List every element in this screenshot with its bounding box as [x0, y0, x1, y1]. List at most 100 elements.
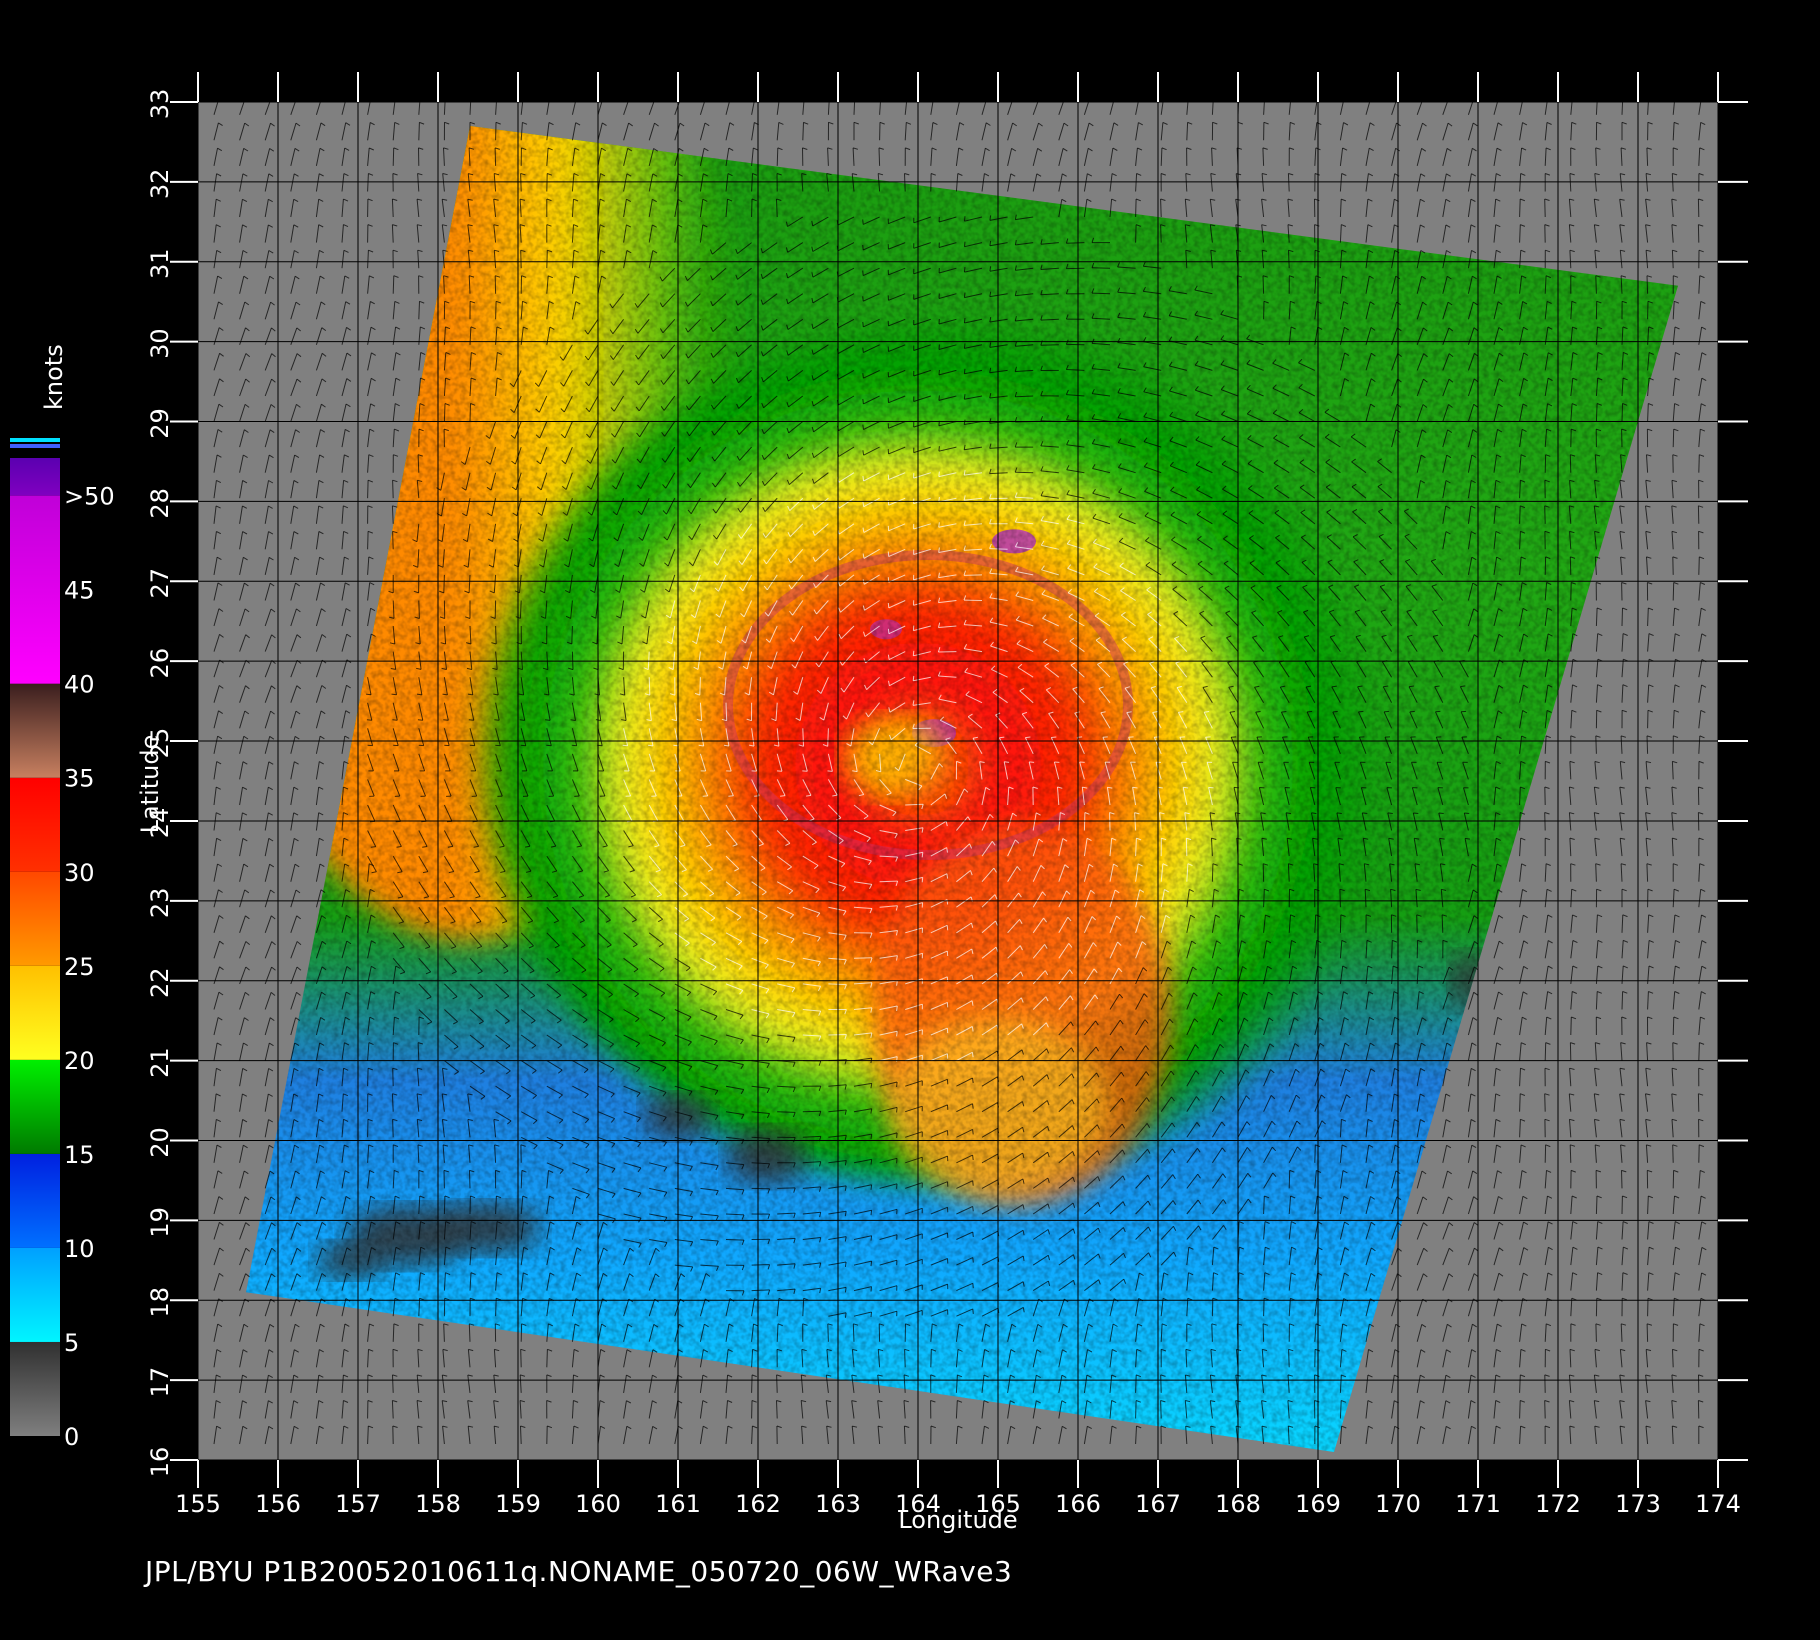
wind-barb — [828, 983, 847, 986]
wind-barb-flag — [477, 970, 483, 974]
wind-barb-flag — [319, 761, 324, 765]
wind-barb-flag — [521, 1169, 527, 1173]
wind-barb-flag — [321, 991, 326, 996]
wind-barb — [290, 660, 298, 678]
wind-barb-flag — [1521, 735, 1527, 739]
wind-barb — [1098, 688, 1111, 704]
wind-barb — [1032, 996, 1047, 1010]
wind-barb — [392, 429, 395, 448]
wind-barb-flag — [761, 454, 765, 460]
wind-barb-flag — [268, 556, 274, 561]
wind-barb-flag — [607, 969, 613, 973]
wind-barb-flag — [1700, 888, 1706, 892]
wind-barb — [1362, 838, 1367, 857]
wind-barb — [315, 736, 321, 754]
wind-barb-flag — [321, 1196, 326, 1200]
wind-barb — [1032, 865, 1042, 882]
wind-barb — [813, 446, 829, 459]
wind-barb — [1119, 541, 1136, 550]
wind-barb — [1698, 403, 1702, 422]
wind-barb-flag — [389, 642, 395, 645]
wind-barb-flag — [1620, 1348, 1626, 1352]
wind-barb-flag — [1014, 467, 1018, 473]
wind-barb — [1379, 561, 1392, 576]
wind-barb — [469, 1221, 472, 1240]
wind-barb-flag — [1370, 1196, 1375, 1200]
wind-barb — [699, 728, 705, 747]
wind-barb-flag — [319, 1042, 325, 1046]
wind-barb-flag — [1547, 633, 1553, 637]
wind-barb-flag — [963, 595, 967, 601]
wind-barb — [648, 677, 651, 696]
wind-barb-flag — [242, 1119, 248, 1123]
wind-barb-flag — [1341, 939, 1347, 943]
wind-barb — [1544, 403, 1548, 422]
wind-barb-flag — [809, 818, 815, 822]
wind-barb — [879, 855, 898, 858]
wind-barb — [367, 991, 372, 1010]
wind-barb — [674, 932, 690, 944]
wind-barb-flag — [490, 616, 496, 619]
wind-barb — [1135, 1272, 1140, 1291]
wind-barb — [725, 1111, 744, 1115]
wind-barb-flag — [1022, 1307, 1025, 1313]
wind-barb-flag — [559, 1144, 564, 1149]
wind-barb-flag — [269, 429, 275, 434]
wind-barb — [1263, 940, 1267, 959]
wind-barb — [1416, 1222, 1424, 1240]
wind-barb-flag — [837, 581, 841, 587]
wind-barb-flag — [243, 556, 248, 561]
wind-barb-flag — [877, 1400, 883, 1403]
wind-barb-flag — [653, 1323, 659, 1328]
wind-barb-flag — [618, 667, 624, 671]
wind-barb — [1647, 377, 1650, 397]
wind-barb — [1519, 531, 1521, 550]
wind-barb-flag — [1447, 1170, 1452, 1175]
wind-barb-flag — [1698, 479, 1704, 483]
wind-barb — [800, 1374, 804, 1393]
wind-barb-flag — [245, 941, 251, 945]
wind-barb-flag — [564, 563, 569, 568]
wind-barb — [623, 1426, 628, 1445]
wind-barb — [1416, 1119, 1421, 1138]
wind-barb — [239, 736, 245, 754]
wind-barb — [213, 505, 217, 524]
wind-barb-flag — [321, 634, 327, 638]
wind-barb-flag — [321, 1222, 327, 1226]
wind-barb — [1365, 1222, 1372, 1240]
wind-barb-flag — [868, 860, 872, 866]
wind-barb-flag — [395, 1246, 401, 1251]
wind-barb-flag — [486, 486, 492, 491]
wind-barb-flag — [1621, 582, 1627, 585]
wind-barb-flag — [1061, 1425, 1067, 1430]
wind-barb — [956, 1231, 974, 1240]
wind-barb — [1391, 940, 1393, 959]
wind-barb — [520, 804, 530, 822]
wind-barb-flag — [1572, 965, 1578, 969]
wind-barb — [1544, 889, 1548, 908]
wind-barb-flag — [637, 1167, 642, 1173]
wind-barb — [1442, 992, 1450, 1010]
wind-barb — [367, 1068, 369, 1087]
wind-barb-flag — [589, 563, 594, 568]
wind-barb — [879, 830, 898, 835]
wind-barb — [1261, 1400, 1265, 1419]
wind-barb — [1109, 1426, 1113, 1445]
wind-barb — [417, 549, 420, 568]
wind-barb-flag — [216, 1042, 222, 1046]
wind-barb — [1544, 582, 1548, 601]
wind-barb — [913, 421, 931, 428]
wind-barb — [1493, 889, 1499, 908]
wind-barb — [725, 1349, 729, 1368]
wind-barb-flag — [268, 1068, 274, 1072]
wind-barb — [853, 982, 873, 985]
wind-barb — [1544, 633, 1549, 652]
wind-barb-flag — [1570, 1323, 1576, 1326]
wind-barb-flag — [1121, 1097, 1125, 1103]
wind-barb — [648, 830, 660, 846]
wind-barb — [367, 1349, 369, 1368]
wind-barb-flag — [636, 1092, 641, 1098]
wind-barb-flag — [1046, 1048, 1050, 1054]
wind-barb-flag — [991, 841, 996, 846]
wind-barb-flag — [894, 833, 898, 839]
